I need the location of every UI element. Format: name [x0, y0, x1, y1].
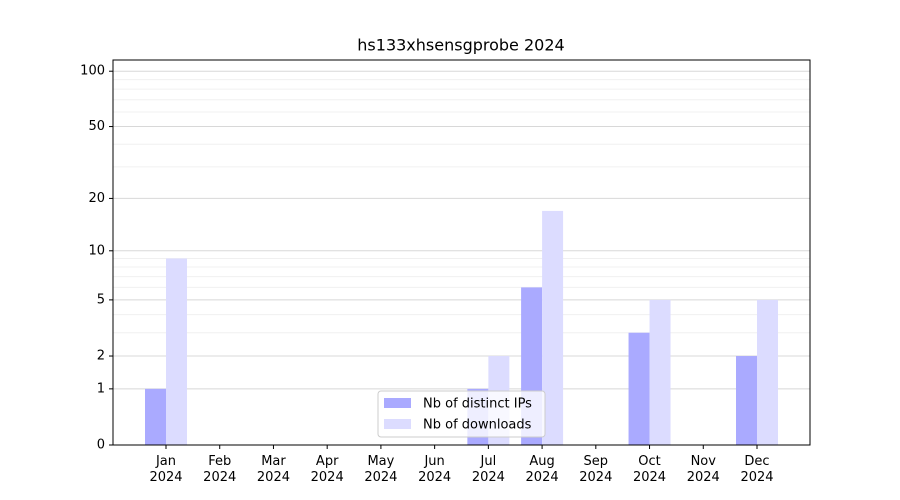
x-tick-label: Oct 2024	[633, 454, 666, 485]
y-tick-label: 20	[88, 191, 105, 206]
legend-swatch	[384, 419, 411, 429]
bar	[628, 332, 650, 445]
y-tick-label: 10	[88, 243, 105, 258]
chart-title: hs133xhsensgprobe 2024	[357, 36, 564, 55]
y-tick-label: 5	[97, 292, 105, 307]
y-tick-label: 1	[97, 381, 105, 396]
legend-label: Nb of downloads	[423, 418, 532, 433]
bar	[166, 258, 187, 445]
x-tick-label: Dec 2024	[740, 454, 773, 485]
bar	[736, 356, 757, 445]
legend-label: Nb of distinct IPs	[423, 397, 532, 412]
x-tick-label: Jan 2024	[149, 454, 182, 485]
legend-box	[377, 390, 546, 438]
x-tick-label: Apr 2024	[311, 454, 344, 485]
legend: Nb of distinct IPs Nb of downloads	[377, 390, 546, 438]
x-tick-label: Jul 2024	[472, 454, 505, 485]
bar	[542, 210, 564, 445]
y-tick-label: 2	[97, 349, 105, 364]
x-tick-label: Sep 2024	[579, 454, 612, 485]
x-tick-label: Aug 2024	[526, 454, 559, 485]
x-tick-label: May 2024	[364, 454, 397, 485]
y-tick-label: 100	[80, 64, 105, 79]
x-tick-label: Mar 2024	[257, 454, 290, 485]
plot-frame	[112, 59, 811, 446]
x-tick-label: Feb 2024	[203, 454, 236, 485]
legend-swatch	[384, 398, 411, 408]
x-tick-label: Jun 2024	[418, 454, 451, 485]
bar	[757, 299, 778, 445]
y-tick-label: 50	[88, 119, 105, 134]
x-tick-label: Nov 2024	[687, 454, 720, 485]
bar	[649, 299, 671, 445]
bar	[145, 388, 166, 445]
y-tick-label: 0	[97, 438, 105, 453]
